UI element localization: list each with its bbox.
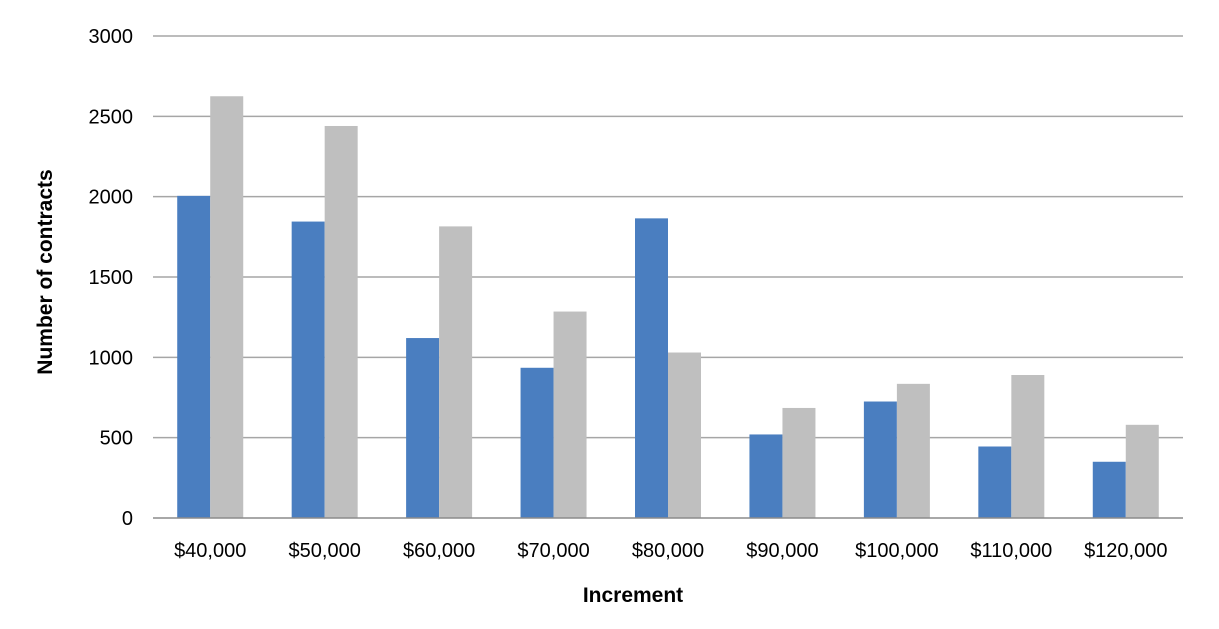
bar-series-1 <box>177 195 211 518</box>
bar-series-1 <box>520 367 554 518</box>
y-tick-label: 500 <box>100 428 133 450</box>
y-tick-label: 1000 <box>89 347 134 369</box>
bar-series-1 <box>635 218 668 518</box>
y-tick-label: 0 <box>122 508 133 530</box>
y-tick-label: 1500 <box>89 267 134 289</box>
bar-series-1 <box>406 338 440 518</box>
bar-series-2 <box>782 407 816 518</box>
x-axis-title: Increment <box>583 584 683 607</box>
y-axis-ticks: 0 500 1000 1500 2000 2500 3000 <box>89 26 134 530</box>
bar-series-1 <box>291 221 325 518</box>
bars <box>177 96 1159 519</box>
bar-series-2 <box>1011 375 1045 518</box>
bar-series-1 <box>863 401 897 518</box>
bar-series-1 <box>978 446 1012 518</box>
bar-series-2 <box>553 311 587 518</box>
bar-series-2 <box>896 383 930 518</box>
bar-series-2 <box>210 96 244 518</box>
y-tick-label: 3000 <box>89 26 134 48</box>
y-axis-title: Number of contracts <box>34 169 57 374</box>
x-tick-label: $120,000 <box>1084 540 1167 562</box>
bar-series-2 <box>1125 424 1159 518</box>
x-tick-label: $50,000 <box>289 540 361 562</box>
bar-series-2 <box>668 352 701 518</box>
bar-series-1 <box>1092 461 1126 518</box>
x-tick-label: $100,000 <box>855 540 938 562</box>
bar-series-2 <box>439 226 473 518</box>
x-axis-ticks: $40,000 $50,000 $60,000 $70,000 $80,000 $90,0… <box>174 540 1167 562</box>
x-tick-label: $80,000 <box>632 540 704 562</box>
y-tick-label: 2500 <box>89 106 134 128</box>
y-tick-label: 2000 <box>89 187 134 209</box>
x-tick-label: $110,000 <box>970 540 1052 562</box>
bar-series-2 <box>324 125 358 519</box>
x-tick-label: $90,000 <box>746 540 818 562</box>
x-tick-label: $70,000 <box>517 540 589 562</box>
x-tick-label: $40,000 <box>174 540 246 562</box>
x-tick-label: $60,000 <box>403 540 475 562</box>
bar-series-1 <box>749 434 783 518</box>
